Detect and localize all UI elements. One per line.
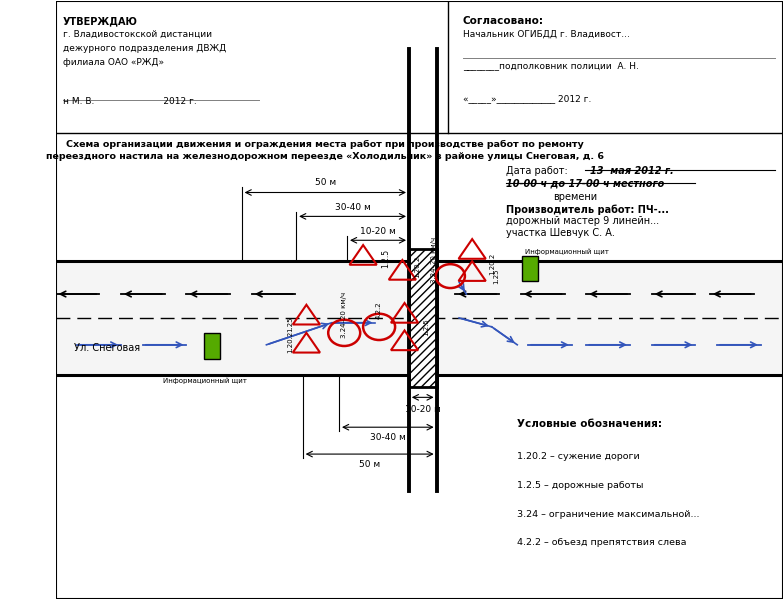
Text: «_____»_____________ 2012 г.: «_____»_____________ 2012 г.	[463, 94, 591, 103]
Text: 1.20.2: 1.20.2	[414, 256, 420, 278]
Text: 3.24–20 км/ч: 3.24–20 км/ч	[340, 292, 347, 338]
Text: Производитель работ: ПЧ-...: Производитель работ: ПЧ-...	[506, 205, 670, 215]
Text: Дата работ:: Дата работ:	[506, 166, 575, 176]
Text: 3.24–20 км/ч: 3.24–20 км/ч	[431, 237, 437, 283]
Text: 1.2.5: 1.2.5	[381, 248, 390, 268]
Text: 1.20.2: 1.20.2	[287, 331, 293, 353]
Text: 50 м: 50 м	[314, 178, 336, 187]
Text: 10-20 м: 10-20 м	[405, 404, 441, 413]
Text: 10-00 ч до 17-00 ч местного: 10-00 ч до 17-00 ч местного	[506, 179, 665, 189]
Text: 3.24 – ограничение максимальной...: 3.24 – ограничение максимальной...	[517, 509, 700, 518]
Text: 1.20.2 – сужение дороги: 1.20.2 – сужение дороги	[517, 452, 640, 461]
Text: Начальник ОГИБДД г. Владивост...: Начальник ОГИБДД г. Владивост...	[463, 30, 630, 39]
Text: дорожный мастер 9 линейн...: дорожный мастер 9 линейн...	[506, 217, 659, 226]
Text: 4.2.2: 4.2.2	[376, 301, 382, 319]
Text: переездного настила на железнодорожном переезде «Холодильник» в районе улицы Сне: переездного настила на железнодорожном п…	[45, 152, 604, 161]
Text: 30-40 м: 30-40 м	[335, 203, 371, 212]
Text: 1.25: 1.25	[493, 268, 499, 284]
Text: 13  мая 2012 г.: 13 мая 2012 г.	[590, 166, 673, 176]
Text: участка Шевчук С. А.: участка Шевчук С. А.	[506, 228, 615, 238]
Bar	[204, 334, 220, 359]
Text: времени: времени	[554, 192, 597, 202]
Text: Условные обозначения:: Условные обозначения:	[517, 419, 662, 430]
Text: филиала ОАО «РЖД»: филиала ОАО «РЖД»	[63, 58, 164, 67]
Text: Согласовано:: Согласовано:	[463, 16, 544, 26]
Text: 1.2.5: 1.2.5	[423, 318, 429, 336]
Text: Информационный щит: Информационный щит	[524, 249, 608, 255]
Text: 30-40 м: 30-40 м	[370, 433, 406, 442]
Text: н М. В.                        2012 г.: н М. В. 2012 г.	[63, 97, 197, 106]
Text: Ул. Снеговая: Ул. Снеговая	[74, 343, 140, 353]
Text: г. Владивостокской дистанции: г. Владивостокской дистанции	[63, 30, 212, 39]
Text: 1.2.5 – дорожные работы: 1.2.5 – дорожные работы	[517, 481, 644, 490]
Text: 1.20.2: 1.20.2	[490, 253, 495, 275]
Text: 10-20 м: 10-20 м	[360, 227, 396, 236]
Text: Информационный щит: Информационный щит	[163, 377, 246, 384]
Bar	[409, 249, 437, 386]
Text: УТВЕРЖДАЮ: УТВЕРЖДАЮ	[63, 16, 138, 26]
Text: 4.2.2 – объезд препятствия слева: 4.2.2 – объезд препятствия слева	[517, 538, 687, 547]
Bar	[56, 261, 782, 374]
Text: Схема организации движения и ограждения места работ при производстве работ по ре: Схема организации движения и ограждения …	[66, 140, 583, 149]
Text: 50 м: 50 м	[359, 460, 380, 469]
Text: 1.25: 1.25	[287, 316, 293, 332]
Bar	[522, 256, 539, 281]
Text: ________подполковник полиции  А. Н.: ________подполковник полиции А. Н.	[463, 61, 639, 70]
Text: дежурного подразделения ДВЖД: дежурного подразделения ДВЖД	[63, 44, 226, 53]
